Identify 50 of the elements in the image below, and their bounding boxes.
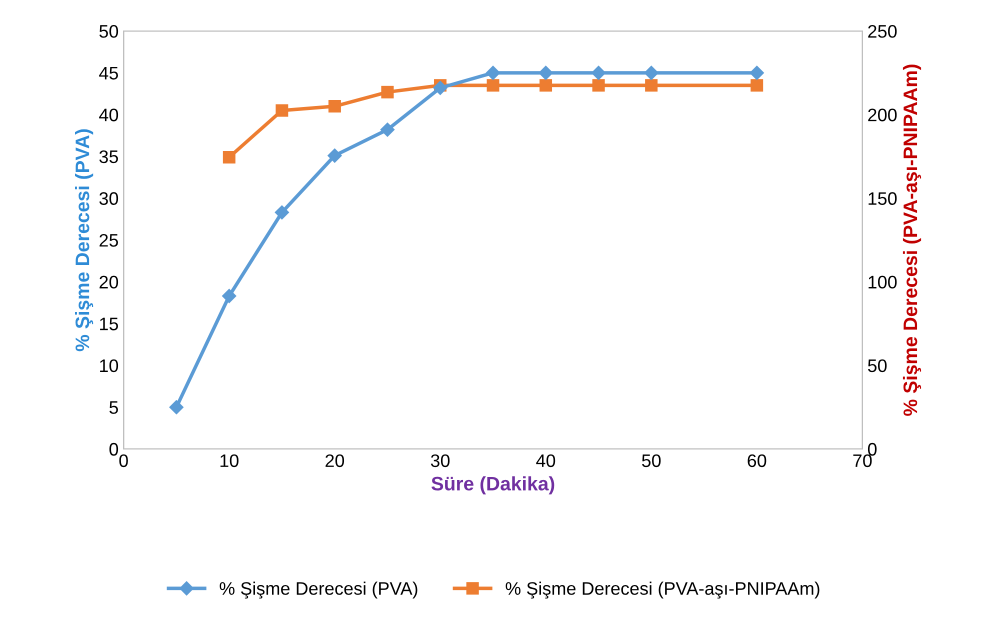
point [540, 79, 552, 92]
x-tick-label: 20 [326, 454, 344, 468]
x-tick-label: 0 [119, 454, 128, 468]
y-tick-label: 0 [109, 442, 118, 456]
point [592, 79, 605, 92]
point [380, 122, 395, 137]
legend-label: % Şişme Derecesi (PVA) [220, 582, 418, 599]
x-tick-label: 10 [220, 454, 238, 468]
x-tick-label: 50 [642, 454, 661, 468]
y2-tick-label: 0 [868, 442, 877, 456]
point [276, 104, 288, 117]
y-tick-label: 5 [109, 401, 118, 414]
point [381, 86, 394, 98]
point [750, 79, 764, 92]
y-axis-title: % Şişme Derecesi (PVA) [75, 129, 94, 352]
point [538, 66, 553, 80]
y2-tick-label: 100 [868, 276, 897, 289]
point [169, 400, 184, 414]
y-tick-label: 40 [99, 108, 118, 122]
point [328, 100, 341, 113]
point [274, 205, 290, 220]
point [486, 79, 500, 92]
y-tick-label: 50 [99, 24, 118, 38]
y2-tick-label: 50 [868, 359, 887, 372]
legend-label: % Şişme Derecesi (PVA-aşı-PNIPAAm) [506, 582, 820, 599]
x-tick-label: 30 [430, 454, 450, 468]
point [433, 80, 448, 95]
x-tick-label: 70 [853, 454, 872, 468]
y-tick-label: 25 [100, 234, 118, 247]
y-tick-label: 45 [99, 66, 118, 80]
y-tick-label: 35 [99, 150, 118, 164]
y-tick-label: 30 [99, 192, 118, 205]
point [486, 66, 500, 80]
point [644, 66, 658, 80]
y-tick-label: 10 [100, 359, 118, 372]
point [591, 66, 606, 80]
point [645, 79, 658, 92]
point [750, 66, 764, 80]
x-tick-label: 60 [748, 454, 766, 468]
y-tick-label: 15 [100, 318, 118, 330]
y2-axis-title: % Şişme Derecesi (PVA-aşı-PNIPAAm) [902, 64, 922, 416]
x-axis-title: Süre (Dakika) [431, 476, 554, 494]
y2-tick-label: 250 [868, 24, 897, 38]
point [222, 288, 236, 304]
y-tick-label: 20 [100, 276, 118, 289]
x-tick-label: 40 [536, 454, 556, 468]
point [222, 151, 236, 164]
y2-tick-label: 150 [868, 192, 897, 205]
point [328, 148, 342, 163]
y2-tick-label: 200 [868, 108, 897, 122]
